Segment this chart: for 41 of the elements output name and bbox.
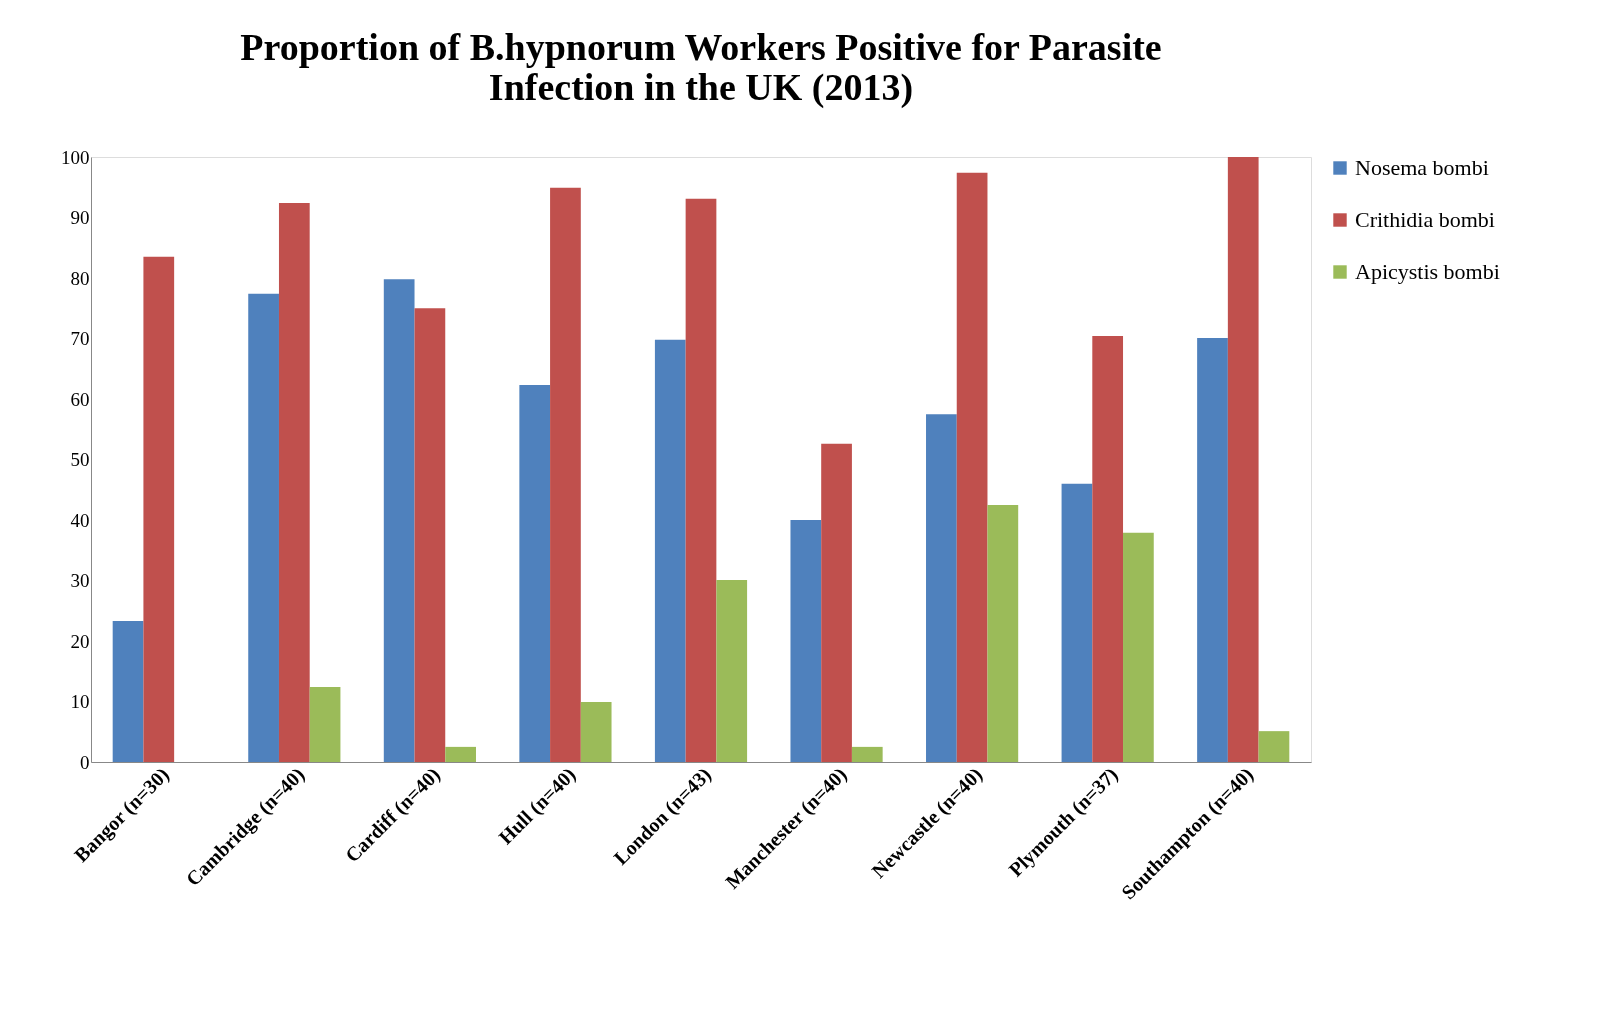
bar xyxy=(112,621,144,762)
bar xyxy=(716,579,748,762)
bar xyxy=(445,746,476,762)
bar xyxy=(685,198,717,762)
y-tick-label: 70 xyxy=(70,328,90,349)
bar xyxy=(383,279,415,762)
bar xyxy=(550,187,581,762)
bar xyxy=(956,172,988,762)
bar xyxy=(1092,336,1124,762)
bar xyxy=(580,702,612,762)
bar xyxy=(926,414,957,762)
bar xyxy=(1197,337,1228,762)
y-tick-label: 20 xyxy=(70,630,90,652)
y-tick-label: 10 xyxy=(70,691,90,712)
y-tick-label: 80 xyxy=(70,267,90,289)
bar xyxy=(790,520,822,762)
bar xyxy=(309,686,341,762)
bar xyxy=(821,443,852,762)
bar xyxy=(1061,483,1093,762)
bar xyxy=(1123,532,1154,762)
y-tick-label: 40 xyxy=(70,509,90,531)
y-tick-label: 60 xyxy=(70,388,90,410)
y-tick-label: 0 xyxy=(80,751,90,773)
bar xyxy=(987,504,1019,762)
bar xyxy=(414,308,446,762)
bar xyxy=(851,746,883,762)
bar xyxy=(278,202,310,762)
y-tick-label: 100 xyxy=(61,146,90,168)
bar xyxy=(1258,731,1290,762)
bar xyxy=(248,293,279,762)
y-tick-label: 90 xyxy=(70,207,90,228)
bar xyxy=(519,385,551,762)
bar xyxy=(1227,157,1259,762)
y-tick-label: 30 xyxy=(70,570,90,591)
legend-label: Crithidia bombi xyxy=(1355,207,1495,232)
y-tick-label: 50 xyxy=(70,449,90,470)
bar xyxy=(143,256,175,762)
text: Proportion of B.hypnorum Workers Positive for Parasite xyxy=(240,26,1162,68)
legend-label: Nosema bombi xyxy=(1355,155,1489,180)
legend-label: Apicystis bombi xyxy=(1355,259,1500,284)
bar xyxy=(654,339,686,762)
